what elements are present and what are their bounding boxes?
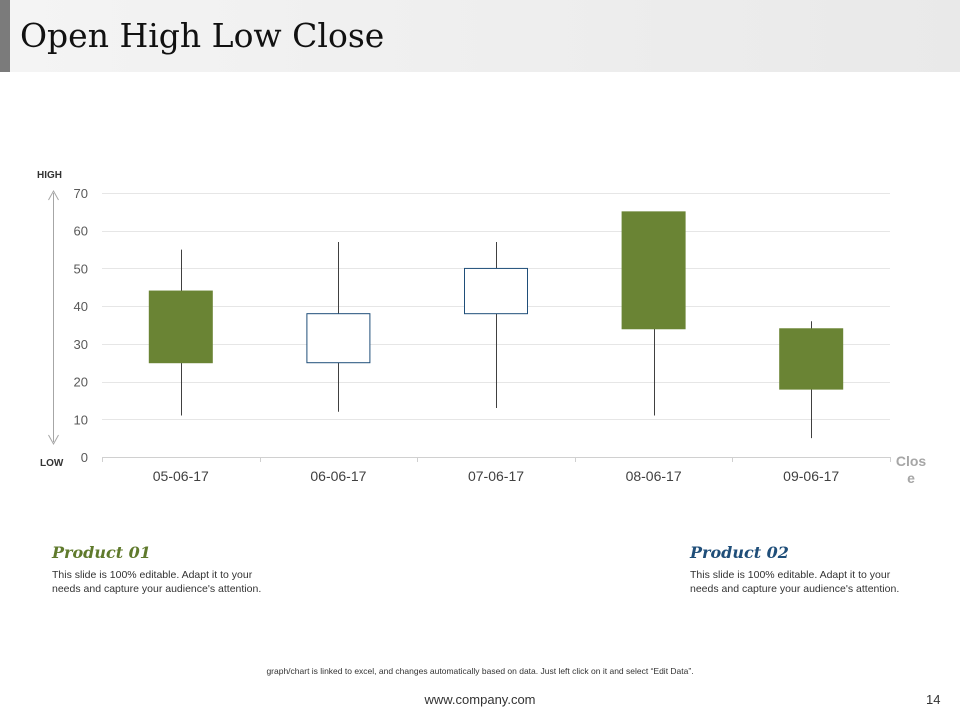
x-tick-label: 09-06-17	[783, 468, 839, 484]
website-link[interactable]: www.company.com	[424, 692, 536, 707]
y-tick-label: 10	[74, 412, 88, 427]
x-tick-label: 08-06-17	[626, 468, 682, 484]
y-tick-label: 50	[74, 261, 88, 276]
y-tick-label: 40	[74, 299, 88, 314]
ohlc-chart[interactable]: 0 10 20 30 40 50 60 70 05-06-17 06-06-17 07-06-17 0…	[0, 0, 960, 540]
product-01-title: Product 01	[52, 543, 151, 562]
y-tick-label: 20	[74, 375, 88, 390]
candle-body-decreasing[interactable]	[621, 211, 686, 330]
high-axis-label: HIGH	[37, 170, 62, 181]
title-bar: Open High Low Close	[0, 0, 960, 72]
footnote: graph/chart is linked to excel, and chan…	[266, 666, 694, 676]
candle-body-increasing[interactable]	[306, 313, 371, 364]
arrow-down-icon	[48, 434, 59, 446]
x-tick-label: 05-06-17	[153, 468, 209, 484]
x-tick-label: 06-06-17	[310, 468, 366, 484]
product-01-description: This slide is 100% editable. Adapt it to…	[52, 569, 262, 595]
candle-body-increasing[interactable]	[464, 267, 528, 315]
legend-entry-close[interactable]: Close	[895, 453, 927, 486]
product-02-block: Product 02 This slide is 100% editable. …	[690, 543, 930, 596]
y-tick-label: 0	[81, 450, 88, 465]
y-tick-label: 70	[74, 186, 88, 201]
product-01-block: Product 01 This slide is 100% editable. …	[52, 543, 292, 596]
product-02-title: Product 02	[690, 543, 789, 562]
candle-body-decreasing[interactable]	[779, 328, 844, 390]
page-title: Open High Low Close	[20, 16, 385, 55]
product-02-description: This slide is 100% editable. Adapt it to…	[690, 569, 900, 595]
page-number: 14	[926, 692, 941, 707]
candle-body-decreasing[interactable]	[148, 290, 213, 364]
y-tick-label: 30	[74, 337, 88, 352]
arrow-up-icon	[48, 189, 59, 201]
x-tick-label: 07-06-17	[468, 468, 524, 484]
low-axis-label: LOW	[40, 458, 64, 469]
title-accent-bar	[0, 0, 10, 72]
y-tick-label: 60	[74, 224, 88, 239]
